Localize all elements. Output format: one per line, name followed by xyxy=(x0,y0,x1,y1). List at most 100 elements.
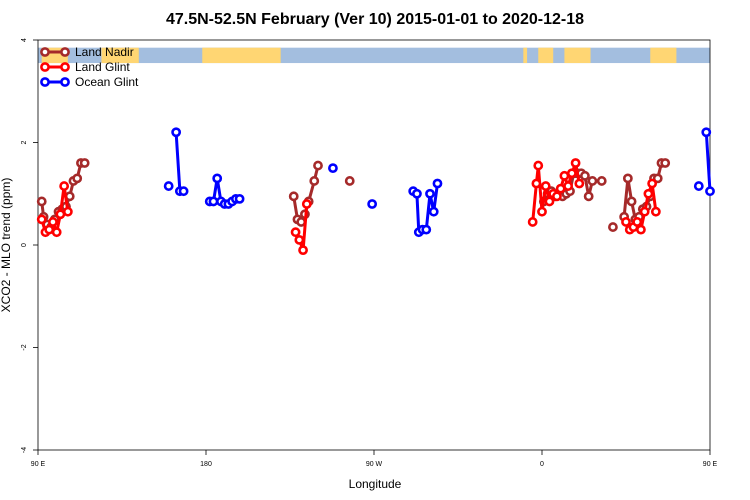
ocean-glint-point xyxy=(701,127,712,138)
x-tick-label: 90 E xyxy=(31,461,46,468)
land-glint-point xyxy=(298,245,308,256)
land-glint-point xyxy=(540,181,551,191)
ocean-glint-point xyxy=(705,186,715,197)
land-band xyxy=(564,47,591,64)
land-nadir-point xyxy=(313,160,323,171)
ocean-glint-series xyxy=(163,127,715,238)
ocean-glint-point xyxy=(234,193,245,204)
ocean-glint-point xyxy=(428,206,439,217)
land-glint-point xyxy=(636,224,646,235)
legend-ocean-glint-marker xyxy=(60,77,70,87)
land-glint-point xyxy=(59,181,70,191)
land-band xyxy=(202,47,281,64)
land-glint-point xyxy=(48,217,58,227)
y-tick-label: -2 xyxy=(21,344,28,350)
land-glint-point xyxy=(290,227,301,238)
ocean-glint-point xyxy=(693,181,704,191)
land-glint-point xyxy=(537,206,547,217)
legend-land-nadir-marker xyxy=(40,47,50,57)
chart-title: 47.5N-52.5N February (Ver 10) 2015-01-01… xyxy=(166,11,584,28)
land-nadir-point xyxy=(344,176,355,186)
land-nadir-point xyxy=(36,196,47,207)
ocean-glint-point xyxy=(208,196,219,207)
land-nadir-point xyxy=(288,191,299,202)
x-tick-label: 180 xyxy=(200,461,212,468)
ocean-glint-point xyxy=(328,163,338,174)
land-nadir-point xyxy=(622,173,633,184)
land-glint-point xyxy=(570,158,581,168)
legend-land-glint-label: Land Glint xyxy=(75,60,130,74)
land-glint-point xyxy=(62,206,73,217)
x-tick-label: 90 W xyxy=(366,461,383,468)
land-glint-point xyxy=(531,178,542,189)
ocean-glint-point xyxy=(212,173,223,184)
land-glint-point xyxy=(51,227,62,238)
land-glint-point xyxy=(632,217,643,227)
land-nadir-point xyxy=(608,222,618,232)
ocean-glint-point xyxy=(425,188,435,199)
land-nadir-point xyxy=(626,196,637,207)
ocean-glint-point xyxy=(178,186,189,197)
land-nadir-point xyxy=(79,158,90,168)
ocean-glint-point xyxy=(421,224,432,235)
legend-land-nadir-label: Land Nadir xyxy=(75,45,134,59)
land-glint-point xyxy=(55,209,66,220)
land-glint-point xyxy=(650,206,661,217)
x-tick-label: 0 xyxy=(540,461,544,468)
plot-frame xyxy=(37,39,711,451)
ocean-glint-point xyxy=(171,127,182,138)
land-nadir-point xyxy=(72,173,83,184)
land-glint-point xyxy=(555,183,566,194)
land-nadir-point xyxy=(652,173,663,184)
land-glint-point xyxy=(533,160,544,171)
ocean-glint-line xyxy=(704,132,712,192)
ocean-glint-point xyxy=(163,181,174,191)
land-glint-point xyxy=(301,199,312,209)
y-axis-label: XCO2 - MLO trend (ppm) xyxy=(0,178,13,313)
land-glint-point xyxy=(643,188,654,199)
axes: 90 E 180 90 W 0 90 E -4 -2 0 2 4 xyxy=(21,38,718,468)
land-glint-point xyxy=(574,178,585,189)
land-glint-point xyxy=(294,234,305,245)
ocean-glint-point xyxy=(412,188,422,199)
land-glint-point xyxy=(639,206,650,217)
legend-land-glint-marker xyxy=(60,62,70,72)
land-ocean-band xyxy=(38,47,710,64)
land-band xyxy=(650,47,677,64)
y-tick-label: -4 xyxy=(21,447,28,453)
legend-land-glint-marker xyxy=(40,62,50,72)
ocean-glint-point xyxy=(367,199,378,209)
land-nadir-point xyxy=(580,170,590,181)
legend-ocean-glint-label: Ocean Glint xyxy=(75,75,139,89)
land-glint-point xyxy=(44,224,55,235)
land-glint-point xyxy=(544,196,555,207)
land-band xyxy=(538,47,554,64)
land-glint-point xyxy=(621,217,631,227)
land-glint-point xyxy=(36,214,47,225)
land-glint-point xyxy=(527,217,538,227)
series-group xyxy=(36,127,715,256)
land-band xyxy=(101,47,139,64)
land-glint-point xyxy=(559,170,570,181)
ocean-glint-line xyxy=(174,132,184,193)
y-tick-label: 2 xyxy=(21,140,28,144)
land-glint-series xyxy=(36,158,661,256)
legend-land-nadir-marker xyxy=(60,47,70,57)
ocean-glint-point xyxy=(432,178,443,189)
y-tick-label: 0 xyxy=(21,243,28,247)
land-nadir-point xyxy=(660,158,671,168)
land-glint-point xyxy=(563,181,574,191)
land-band xyxy=(523,47,528,64)
x-tick-label: 90 E xyxy=(703,461,718,468)
land-glint-point xyxy=(552,191,562,202)
land-glint-point xyxy=(566,168,577,179)
land-nadir-point xyxy=(583,191,594,202)
y-tick-label: 4 xyxy=(21,38,28,42)
land-nadir-point xyxy=(596,176,607,186)
land-glint-point xyxy=(647,178,658,189)
legend-ocean-glint-marker xyxy=(40,77,50,87)
land-nadir-point xyxy=(587,176,598,186)
x-axis-label: Longitude xyxy=(349,477,402,491)
